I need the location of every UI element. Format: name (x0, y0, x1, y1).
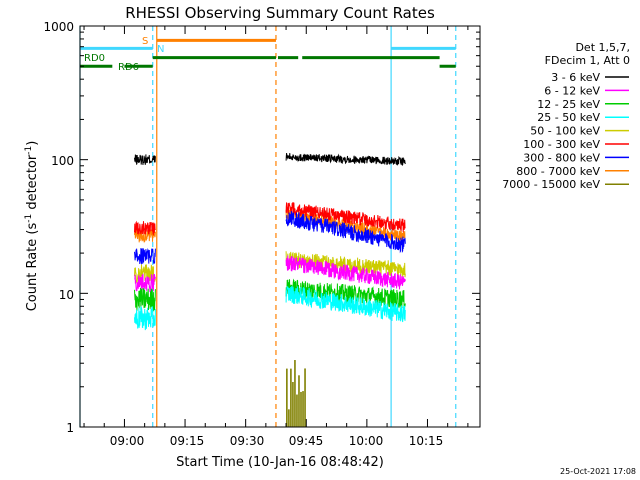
legend-header-fdecim: FDecim 1, Att 0 (545, 54, 630, 67)
bar-7000-15000-kev-0-9 (304, 368, 306, 427)
bar-7000-15000-kev-0-6 (298, 375, 300, 427)
plot-area (79, 26, 457, 427)
xtick-label-0930: 09:30 (230, 434, 265, 448)
series-6-12-kev (134, 255, 406, 293)
flag-label-n: N (157, 44, 164, 55)
trace-300-800-kev-0 (134, 248, 156, 266)
bar-7000-15000-kev-0-5 (296, 394, 298, 427)
flag-label-rd0: RD0 (84, 53, 105, 64)
y-axis-label: Count Rate (s-1 detector-1) (24, 141, 40, 312)
plot-frame (79, 25, 481, 428)
legend-label-3-6-kev: 3 - 6 keV (551, 71, 600, 84)
trace-6-12-kev-1 (285, 255, 406, 290)
chart-title: RHESSI Observing Summary Count Rates (125, 4, 435, 22)
trace-100-300-kev-0 (134, 220, 156, 236)
legend-header-detectors: Det 1,5,7, (575, 41, 630, 54)
trace-25-50-kev-0 (134, 306, 156, 331)
trace-50-100-kev-0 (134, 264, 156, 284)
series-300-800-kev (134, 211, 406, 266)
series-100-300-kev (134, 202, 406, 236)
legend-label-100-300-kev: 100 - 300 keV (523, 138, 600, 151)
trace-25-50-kev-1 (285, 285, 406, 323)
ytick-label-100: 100 (51, 154, 74, 168)
y-axis-label-sup1: -1 (24, 214, 34, 223)
legend-label-6-12-kev: 6 - 12 keV (544, 84, 600, 97)
bar-7000-15000-kev-0-3 (292, 381, 294, 427)
series-3-6-kev (134, 152, 406, 167)
trace-100-300-kev-1 (285, 202, 406, 233)
trace-12-25-kev-1 (285, 278, 406, 309)
bar-7000-15000-kev-0-8 (302, 391, 304, 427)
legend-label-12-25-kev: 12 - 25 keV (537, 98, 600, 111)
x-axis-label: Start Time (10-Jan-16 08:48:42) (176, 455, 384, 470)
x-axis: 09:00 09:15 09:30 09:45 10:00 10:15 (83, 26, 469, 448)
xtick-label-0915: 09:15 (170, 434, 205, 448)
trace-3-6-kev-1 (285, 152, 406, 167)
bar-7000-15000-kev-0-4 (294, 360, 296, 427)
flag-labels: S N RD0 RD6 (84, 36, 164, 73)
legend-label-25-50-kev: 25 - 50 keV (537, 111, 600, 124)
y-axis-label-part1: Count Rate (s (25, 223, 40, 312)
y-axis-label-sup2: -1 (24, 146, 34, 155)
legend-label-800-7000-kev: 800 - 7000 keV (516, 165, 600, 178)
bar-7000-15000-kev-0-0 (286, 368, 288, 427)
y-axis: 1000 100 10 1 (43, 20, 480, 435)
legend-label-300-800-kev: 300 - 800 keV (523, 151, 600, 164)
series-25-50-kev (134, 285, 406, 331)
trace-3-6-kev-0 (134, 154, 156, 166)
legend-label-7000-15000-kev: 7000 - 15000 keV (502, 178, 600, 191)
trace-300-800-kev-1 (285, 211, 406, 254)
flag-label-s: S (142, 36, 148, 47)
series-7000-15000-kev (286, 360, 306, 427)
ytick-label-1000: 1000 (43, 20, 74, 34)
y-axis-label-part3: ) (25, 141, 40, 146)
flag-label-rd6: RD6 (118, 62, 139, 73)
ytick-label-1: 1 (66, 421, 74, 435)
xtick-label-1015: 10:15 (409, 434, 444, 448)
bar-7000-15000-kev-0-1 (288, 409, 290, 427)
bar-7000-15000-kev-0-2 (290, 368, 292, 427)
xtick-label-0900: 09:00 (110, 434, 145, 448)
xtick-label-0945: 09:45 (289, 434, 324, 448)
xtick-label-1000: 10:00 (349, 434, 384, 448)
y-axis-label-part2: detector (25, 154, 40, 214)
bar-7000-15000-kev-0-7 (300, 391, 302, 427)
legend-label-50-100-kev: 50 - 100 keV (530, 125, 600, 138)
generation-timestamp: 25-Oct-2021 17:08 (560, 467, 636, 476)
ytick-label-10: 10 (59, 288, 74, 302)
trace-6-12-kev-0 (134, 273, 156, 293)
